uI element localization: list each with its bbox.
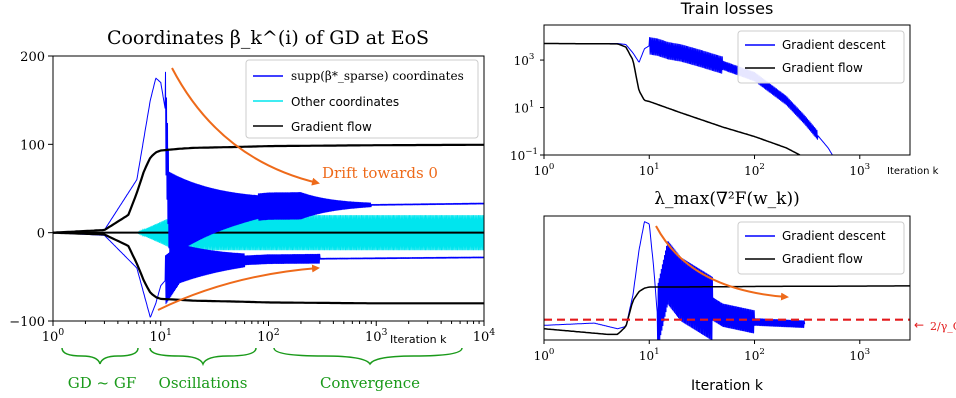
sharpness-drift-arrow <box>655 225 789 301</box>
losses-xtick-label: 101 <box>639 162 660 178</box>
phase-label-oscillations: Oscillations <box>159 374 248 392</box>
legend-label-other: Other coordinates <box>291 95 399 109</box>
sharpness-xtick-label: 103 <box>849 347 870 363</box>
drift-annotation: Drift towards 0 <box>322 164 438 182</box>
supp-coordinate-line-lower <box>53 232 484 318</box>
losses-frame <box>543 24 911 156</box>
drift-arrow-lower <box>157 264 320 311</box>
sharpness-xtick-label: 100 <box>534 347 555 363</box>
phase-braces: GD ~ GF Oscillations Convergence <box>61 347 463 392</box>
losses-xtick-label: 103 <box>849 162 870 178</box>
legend-label-gf-left: Gradient flow <box>291 120 372 134</box>
losses-xtick-label: 102 <box>744 162 765 178</box>
losses-xlabel: Iteration k <box>887 166 939 177</box>
sharpness-title: λ_max(∇²F(w_k)) <box>654 189 799 209</box>
threshold-arrow-glyph: ← <box>914 318 924 332</box>
threshold-label: 2/γ_GD <box>930 320 956 333</box>
sharpness-legend: Gradient descent Gradient flow <box>737 221 905 275</box>
coords-xtick-label: 100 <box>42 327 65 345</box>
coords-ytick-label: 100 <box>20 138 45 153</box>
sharpness-xtick-label: 101 <box>639 347 660 363</box>
phase-label-convergence: Convergence <box>320 374 420 392</box>
legend-label-supp: supp(β*_sparse) coordinates <box>291 69 464 83</box>
sharpness-xtick-label: 102 <box>744 347 765 363</box>
coords-title: Coordinates β_k^(i) of GD at EoS <box>107 27 429 49</box>
sharpness-gd-line <box>544 221 806 340</box>
sharpness-legend-box <box>737 221 905 275</box>
coords-ytick-label: 0 <box>37 227 45 242</box>
gradient-flow-line-lower <box>53 231 484 305</box>
losses-gf-line <box>544 42 801 155</box>
coords-xtick-label: 101 <box>150 327 173 345</box>
brace-oscillations <box>149 347 257 367</box>
coords-ytick-label: 200 <box>20 50 45 65</box>
losses-legend: Gradient descent Gradient flow <box>737 30 905 84</box>
losses-legend-label-gf: Gradient flow <box>782 61 863 75</box>
coords-chart: Coordinates β_k^(i) of GD at EoS −100 0 10… <box>9 27 495 392</box>
brace-convergence <box>273 347 463 366</box>
coords-xtick-label: 104 <box>473 327 496 345</box>
losses-ytick-label: 10−1 <box>510 147 538 163</box>
losses-legend-box <box>737 30 905 84</box>
brace-gd-gf <box>61 347 139 365</box>
supp-coordinate-line-upper <box>53 71 484 258</box>
losses-ytick-label: 103 <box>514 52 535 68</box>
coords-ytick-label: −100 <box>9 315 45 330</box>
sharpness-legend-label-gd: Gradient descent <box>782 229 886 243</box>
phase-label-gd-gf: GD ~ GF <box>68 374 137 392</box>
losses-xtick-label: 100 <box>534 162 555 178</box>
losses-legend-label-gd: Gradient descent <box>782 38 886 52</box>
losses-title: Train losses <box>680 0 774 18</box>
sharpness-xlabel: Iteration k <box>691 378 764 394</box>
sharpness-gf-line <box>544 285 910 336</box>
coords-xlabel: Iteration k <box>390 333 447 346</box>
sharpness-frame <box>543 215 911 341</box>
coords-legend-box <box>245 59 479 139</box>
coords-xtick-label: 102 <box>257 327 280 345</box>
gradient-flow-line-upper <box>53 143 484 234</box>
sharpness-legend-label-gf: Gradient flow <box>782 252 863 266</box>
sharpness-chart: λ_max(∇²F(w_k)) 100 101 102 103 Iteration k… <box>534 189 956 394</box>
losses-ytick-label: 101 <box>514 100 535 116</box>
coords-xtick-label: 103 <box>365 327 388 345</box>
coords-legend: supp(β*_sparse) coordinates Other coordi… <box>245 59 479 139</box>
drift-arrow-upper <box>171 67 320 186</box>
